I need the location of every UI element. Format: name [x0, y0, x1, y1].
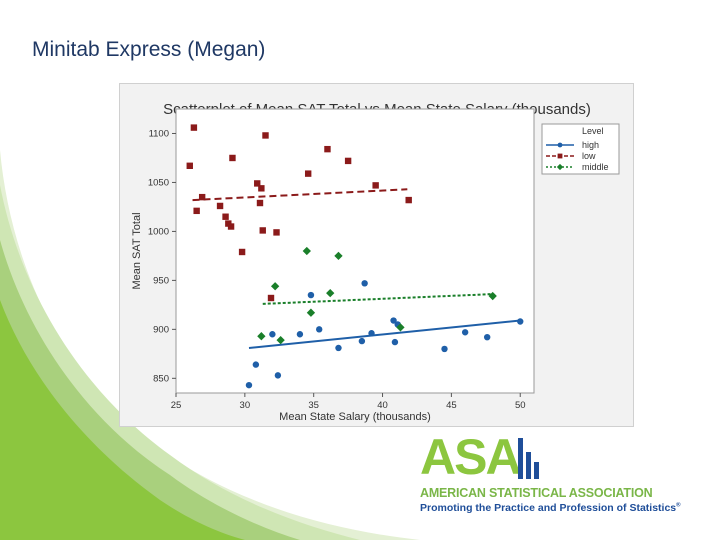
fit-line-middle [262, 293, 493, 305]
point-high [335, 344, 342, 352]
point-low [229, 154, 236, 162]
x-tick-label: 45 [446, 400, 457, 411]
point-high [316, 326, 323, 333]
point-low [267, 294, 275, 302]
bar-chart-icon [518, 438, 539, 479]
legend-marker-high [557, 142, 563, 148]
point-low [216, 202, 224, 210]
point-high [517, 318, 524, 325]
point-low [193, 207, 200, 215]
point-middle [396, 323, 405, 332]
asa-logo-letters: ASA [420, 429, 522, 485]
y-tick-label: 850 [153, 373, 169, 384]
point-middle [306, 308, 316, 317]
point-middle [302, 246, 311, 256]
y-tick-label: 1000 [148, 226, 169, 237]
asa-logo: ASA AMERICAN STATISTICAL ASSOCIATION Pro… [418, 429, 681, 522]
legend-title: Level [582, 126, 604, 136]
point-high [245, 381, 253, 389]
point-high [391, 338, 399, 346]
point-high [441, 345, 448, 353]
point-low [254, 180, 261, 187]
x-tick-label: 25 [171, 400, 182, 411]
point-low [258, 185, 265, 192]
legend-marker-low [557, 153, 563, 159]
point-high [390, 317, 397, 324]
point-low [304, 170, 312, 177]
point-middle [257, 332, 266, 341]
point-low [259, 227, 266, 234]
y-tick-label: 1100 [149, 128, 169, 139]
point-high [361, 280, 368, 287]
y-tick-label: 1050 [148, 177, 169, 188]
point-low [238, 248, 246, 256]
point-low [227, 223, 235, 230]
point-low [186, 162, 193, 169]
point-middle [270, 282, 280, 291]
point-high [358, 337, 366, 345]
scatterplot-svg: Scatterplot of Mean SAT Total vs Mean St… [131, 101, 620, 423]
point-high [274, 372, 282, 379]
point-high [368, 330, 375, 337]
point-low [190, 124, 198, 131]
x-axis-label: Mean State Salary (thousands) [279, 411, 431, 423]
legend-label-low: low [582, 151, 596, 161]
asa-name: AMERICAN STATISTICAL ASSOCIATION [420, 486, 653, 500]
point-low [324, 145, 331, 153]
legend-label-high: high [582, 140, 599, 150]
slide-title: Minitab Express (Megan) [32, 38, 266, 61]
point-middle [326, 288, 335, 298]
plot-area [175, 108, 535, 394]
trademark-mark: ® [676, 502, 681, 509]
legend-box [541, 123, 620, 175]
scatterplot-chart: Scatterplot of Mean SAT Total vs Mean St… [119, 83, 634, 427]
point-low [262, 132, 269, 139]
point-high [483, 333, 491, 341]
point-low [222, 213, 229, 220]
fit-line-low [192, 188, 408, 202]
point-high [307, 291, 315, 299]
asa-tagline-text: Promoting the Practice and Profession of… [420, 502, 677, 514]
point-low [273, 229, 280, 236]
point-high [252, 361, 260, 368]
fit-line-high [248, 319, 521, 349]
point-low [198, 193, 206, 201]
x-tick-label: 40 [377, 400, 388, 411]
legend-label-middle: middle [582, 162, 609, 172]
x-tick-label: 50 [515, 400, 526, 411]
x-tick-label: 30 [240, 400, 251, 411]
y-tick-label: 900 [153, 324, 169, 335]
point-middle [276, 335, 285, 345]
point-low [256, 199, 264, 207]
point-low [405, 196, 412, 204]
legend-marker-middle [556, 163, 564, 171]
y-tick-label: 950 [153, 275, 169, 286]
point-low [372, 182, 379, 189]
point-low [344, 157, 352, 165]
point-high [296, 331, 304, 338]
x-tick-label: 35 [308, 400, 319, 411]
asa-tagline: Promoting the Practice and Profession of… [420, 502, 681, 514]
point-high [461, 329, 469, 336]
point-high [269, 331, 276, 338]
y-axis-label: Mean SAT Total [131, 212, 143, 289]
